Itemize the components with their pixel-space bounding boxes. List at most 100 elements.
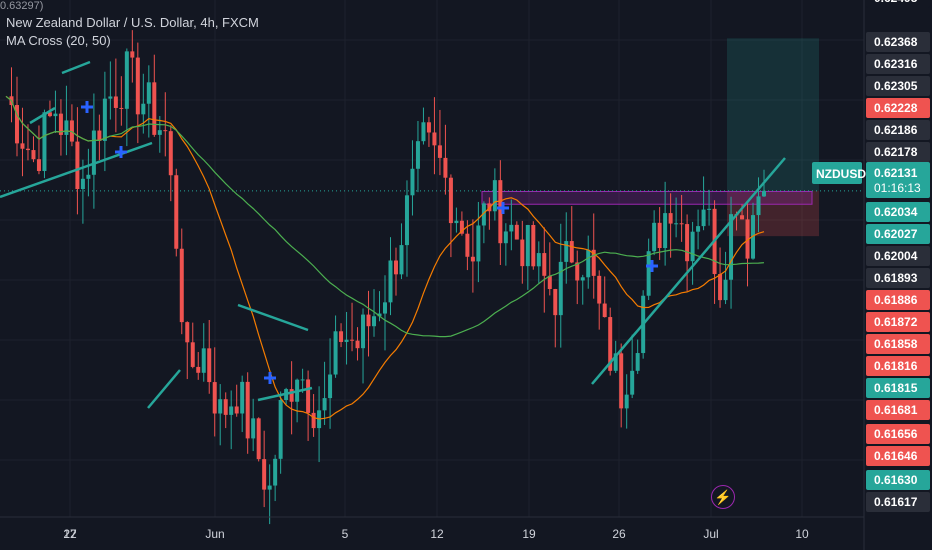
candle-body bbox=[745, 219, 750, 259]
price-label-bg bbox=[866, 268, 930, 288]
candle-body bbox=[509, 224, 514, 232]
candle-body bbox=[251, 418, 256, 439]
candle-body bbox=[481, 203, 486, 226]
candle-body bbox=[553, 288, 558, 316]
candle-body bbox=[20, 143, 25, 149]
candle-body bbox=[311, 412, 316, 429]
candle-body bbox=[608, 317, 613, 371]
candle-body bbox=[668, 213, 673, 224]
candle-body bbox=[163, 130, 168, 132]
countdown-text: 01:16:13 bbox=[874, 181, 921, 195]
candle-body bbox=[569, 241, 574, 263]
indicator-label[interactable]: MA Cross (20, 50) bbox=[6, 33, 111, 48]
candle-body bbox=[212, 382, 217, 414]
candle-body bbox=[657, 222, 662, 249]
candle-body bbox=[542, 253, 547, 276]
candle-body bbox=[514, 224, 519, 240]
time-scale[interactable]: 22 Jun 5 12 19 26 Jul 10 17 bbox=[0, 516, 864, 541]
trendline bbox=[147, 369, 181, 409]
candle-body bbox=[663, 213, 668, 249]
candle-body bbox=[564, 241, 569, 262]
candle-body bbox=[448, 177, 453, 224]
candle-body bbox=[108, 96, 113, 99]
candle-body bbox=[322, 398, 327, 411]
price-label: 0.61872 bbox=[874, 315, 918, 329]
candle-body bbox=[267, 485, 272, 490]
time-tick: 12 bbox=[430, 527, 444, 541]
candle-body bbox=[25, 148, 30, 151]
candle-body bbox=[751, 215, 756, 259]
candle-body bbox=[470, 256, 475, 262]
price-label: 0.62316 bbox=[874, 57, 918, 71]
candle-body bbox=[404, 195, 409, 246]
candle-body bbox=[646, 251, 651, 296]
candle-body bbox=[591, 249, 596, 276]
price-label-bg bbox=[866, 202, 930, 222]
candle-body bbox=[80, 178, 85, 189]
candle-body bbox=[635, 353, 640, 371]
price-label: 0.62034 bbox=[874, 205, 918, 219]
candle-body bbox=[492, 180, 497, 212]
candle-body bbox=[652, 222, 657, 252]
price-label-bg bbox=[866, 334, 930, 354]
candle-body bbox=[624, 394, 629, 409]
ma-fast-line bbox=[5, 95, 765, 420]
price-label: 0.62186 bbox=[874, 123, 918, 137]
flash-icon[interactable]: ⚡ bbox=[711, 485, 735, 509]
trendline bbox=[29, 106, 56, 125]
candle-body bbox=[289, 389, 294, 402]
price-label-bg bbox=[866, 32, 930, 52]
candles bbox=[9, 30, 766, 525]
candle-body bbox=[306, 379, 311, 413]
price-label: 0.61816 bbox=[874, 359, 918, 373]
price-label-bg bbox=[866, 492, 930, 512]
candle-body bbox=[75, 141, 80, 189]
candle-body bbox=[575, 262, 580, 281]
time-tick: 17 bbox=[63, 527, 77, 541]
price-scale[interactable]: 0.62495 0.62368 0.62316 0.62305 0.62228 0.621… bbox=[812, 0, 932, 550]
time-tick: 26 bbox=[612, 527, 626, 541]
candle-body bbox=[69, 120, 74, 142]
candle-body bbox=[630, 370, 635, 395]
candle-body bbox=[476, 225, 481, 262]
price-label-bg bbox=[866, 400, 930, 420]
candle-body bbox=[432, 132, 437, 146]
candle-body bbox=[580, 277, 585, 281]
price-label-bg bbox=[866, 312, 930, 332]
candle-body bbox=[536, 253, 541, 267]
candle-body bbox=[58, 113, 63, 135]
candle-body bbox=[157, 130, 162, 135]
time-tick: 19 bbox=[522, 527, 536, 541]
candle-body bbox=[679, 223, 684, 225]
candle-body bbox=[619, 353, 624, 409]
candle-body bbox=[674, 223, 679, 225]
annotation-zones bbox=[0, 38, 864, 237]
candle-body bbox=[383, 302, 387, 314]
candle-body bbox=[503, 231, 508, 244]
candle-body bbox=[333, 331, 338, 375]
candle-body bbox=[762, 190, 766, 197]
chart-legend: New Zealand Dollar / U.S. Dollar, 4h, FX… bbox=[6, 14, 259, 50]
candle-body bbox=[229, 406, 234, 415]
candle-body bbox=[344, 339, 349, 342]
price-label: 0.61886 bbox=[874, 293, 918, 307]
candle-body bbox=[718, 274, 723, 301]
chart-title[interactable]: New Zealand Dollar / U.S. Dollar, 4h, FX… bbox=[6, 15, 259, 30]
time-tick: 22 bbox=[63, 527, 77, 541]
resistance-zone bbox=[481, 190, 813, 205]
candle-body bbox=[696, 226, 701, 232]
trendline bbox=[61, 60, 91, 75]
candle-body bbox=[102, 98, 107, 141]
price-label-bg bbox=[866, 424, 930, 444]
price-label-bg bbox=[866, 76, 930, 96]
candle-body bbox=[723, 279, 728, 301]
candle-body bbox=[415, 141, 420, 169]
candle-body bbox=[130, 51, 135, 58]
price-label: 0.62368 bbox=[874, 35, 918, 49]
candle-body bbox=[597, 275, 602, 304]
candle-body bbox=[498, 180, 503, 244]
price-label: 0.62495 bbox=[874, 0, 918, 5]
candle-body bbox=[168, 131, 173, 176]
top-value-label: 0.63297) bbox=[0, 0, 44, 12]
